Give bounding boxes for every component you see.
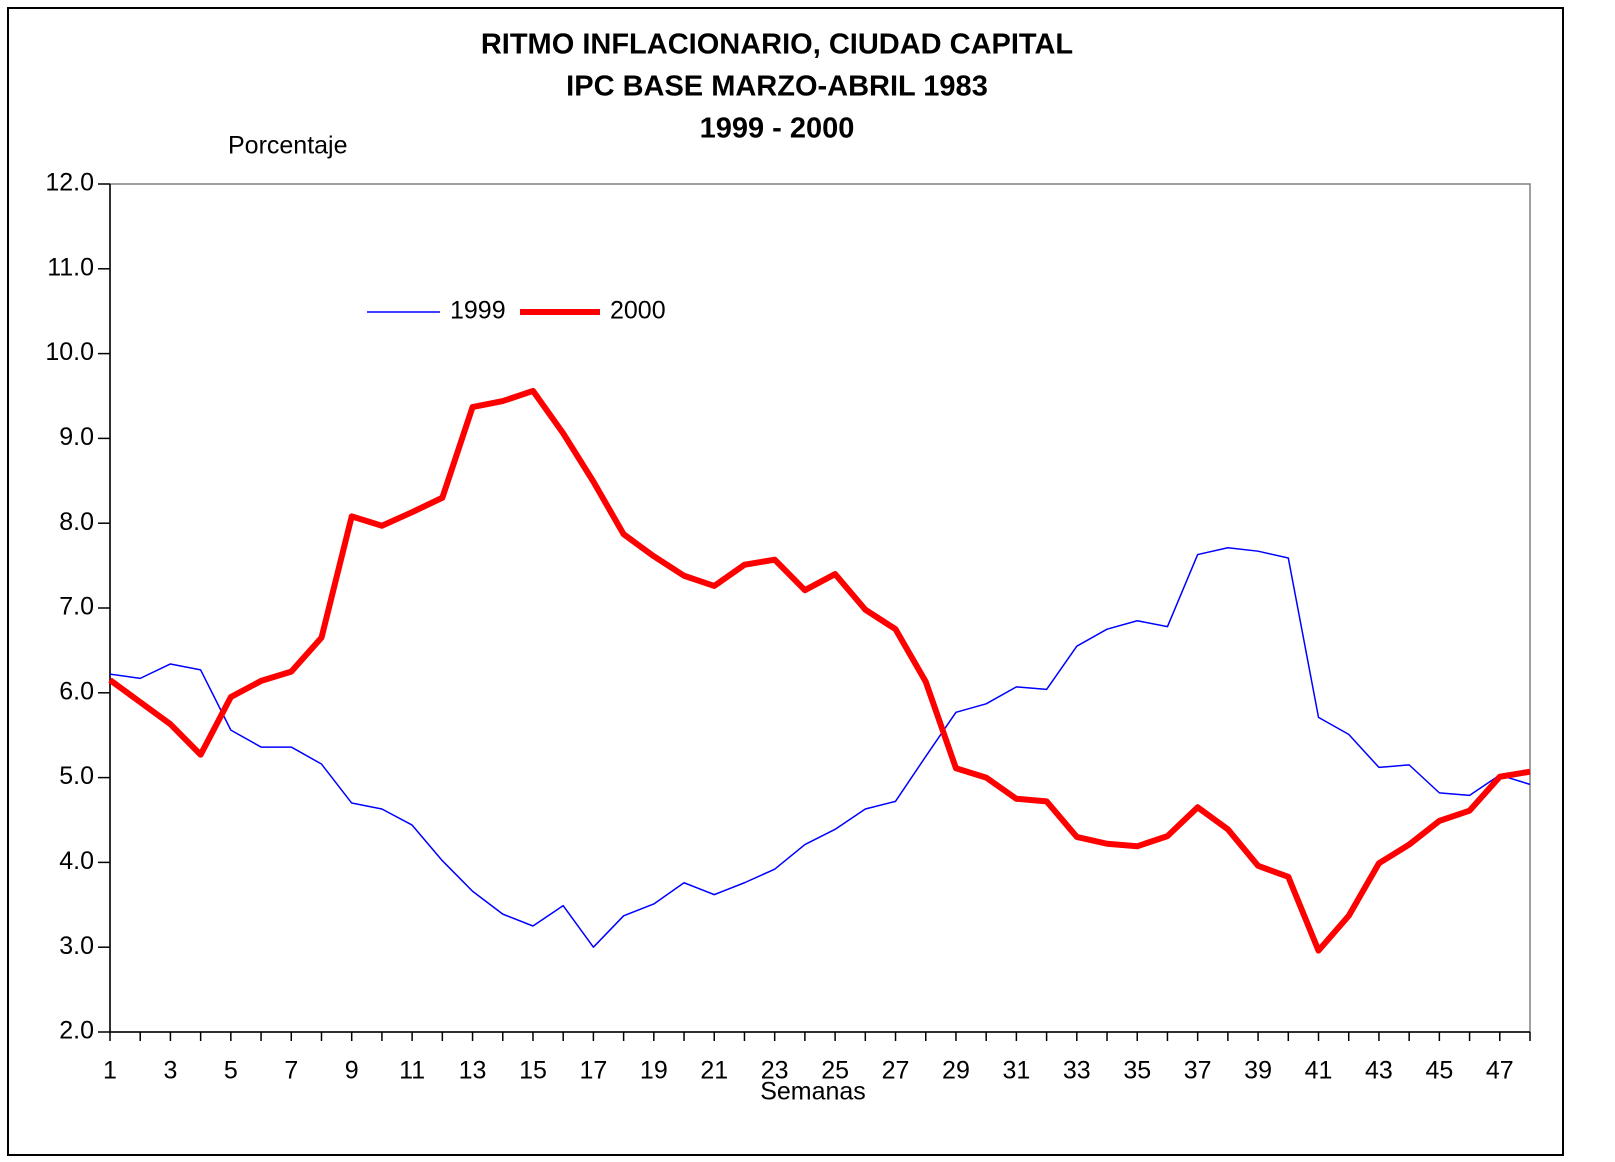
x-tick-label: 17 xyxy=(579,1057,607,1085)
y-tick-label: 4.0 xyxy=(59,847,94,875)
x-tick-label: 5 xyxy=(224,1057,238,1085)
x-tick-label: 31 xyxy=(1002,1057,1030,1085)
x-tick-label: 35 xyxy=(1123,1057,1151,1085)
y-tick-label: 7.0 xyxy=(59,593,94,621)
x-tick-label: 29 xyxy=(942,1057,970,1085)
x-tick-label: 39 xyxy=(1244,1057,1272,1085)
chart-title: IPC BASE MARZO-ABRIL 1983 xyxy=(566,71,988,103)
y-tick-label: 12.0 xyxy=(45,169,94,197)
x-tick-label: 23 xyxy=(761,1057,789,1085)
x-tick-label: 41 xyxy=(1305,1057,1333,1085)
y-tick-label: 8.0 xyxy=(59,508,94,536)
y-tick-label: 3.0 xyxy=(59,932,94,960)
y-axis-label: Porcentaje xyxy=(228,132,348,160)
x-tick-label: 37 xyxy=(1184,1057,1212,1085)
legend-label: 2000 xyxy=(610,297,666,325)
x-tick-label: 27 xyxy=(882,1057,910,1085)
y-tick-label: 5.0 xyxy=(59,762,94,790)
line-series xyxy=(109,547,1531,948)
x-tick-label: 15 xyxy=(519,1057,547,1085)
x-tick-label: 33 xyxy=(1063,1057,1091,1085)
y-tick-label: 6.0 xyxy=(59,677,94,705)
x-tick-label: 13 xyxy=(459,1057,487,1085)
x-tick-label: 25 xyxy=(821,1057,849,1085)
x-tick-label: 45 xyxy=(1425,1057,1453,1085)
chart-frame xyxy=(7,7,1564,1156)
y-tick-label: 2.0 xyxy=(59,1017,94,1045)
x-tick-label: 9 xyxy=(345,1057,359,1085)
x-tick-label: 11 xyxy=(399,1057,425,1085)
line-series xyxy=(108,387,1531,954)
x-tick-label: 1 xyxy=(103,1057,117,1085)
x-tick-label: 3 xyxy=(163,1057,177,1085)
x-tick-label: 43 xyxy=(1365,1057,1393,1085)
y-tick-label: 10.0 xyxy=(45,338,94,366)
x-axis-label: Semanas xyxy=(760,1078,866,1106)
x-tick-label: 7 xyxy=(284,1057,298,1085)
chart-title: RITMO INFLACIONARIO, CIUDAD CAPITAL xyxy=(481,29,1073,61)
x-tick-label: 47 xyxy=(1486,1057,1514,1085)
legend-label: 1999 xyxy=(450,297,506,325)
y-tick-label: 11.0 xyxy=(47,253,94,281)
y-tick-label: 9.0 xyxy=(59,423,94,451)
x-tick-label: 19 xyxy=(640,1057,668,1085)
chart-title: 1999 - 2000 xyxy=(700,113,855,145)
x-tick-label: 21 xyxy=(700,1057,728,1085)
